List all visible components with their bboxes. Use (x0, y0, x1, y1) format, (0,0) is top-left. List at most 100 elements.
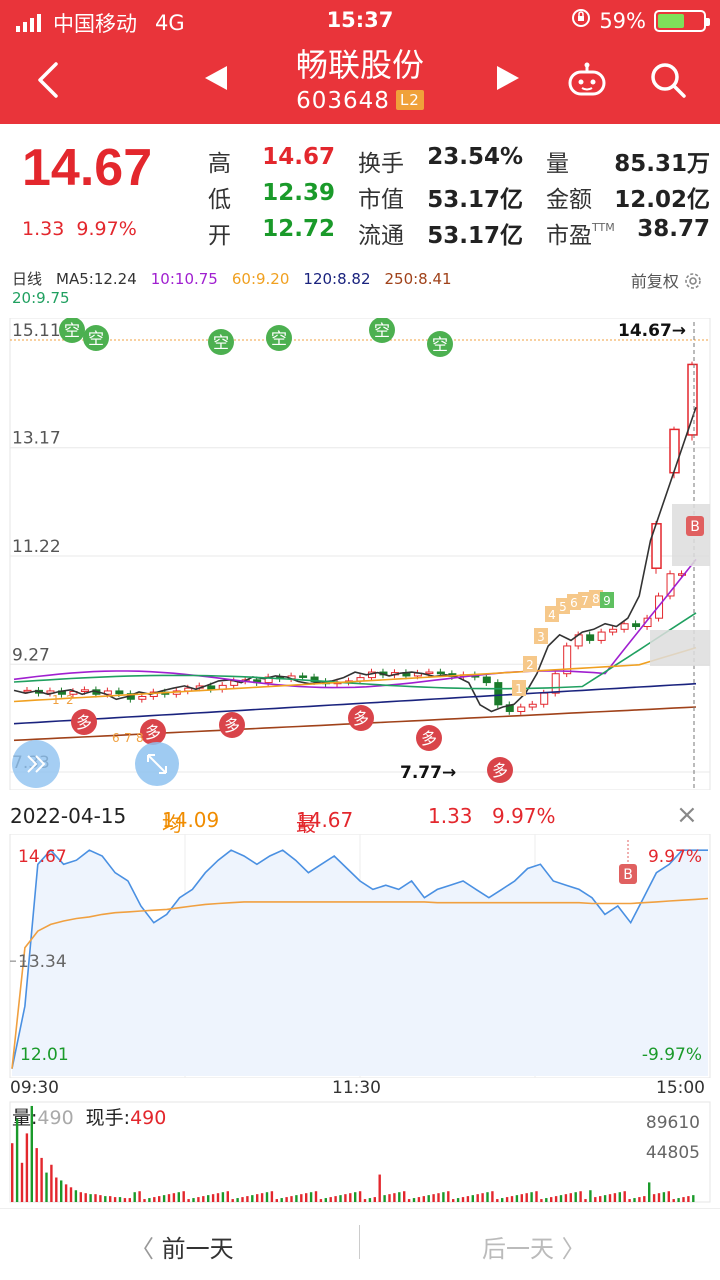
intraday-change: 1.33 (428, 804, 473, 828)
volume-bar (192, 1198, 195, 1202)
quote-value: 23.54% (427, 144, 523, 170)
ma-line (13, 682, 697, 725)
volume-bar (442, 1192, 445, 1202)
volume-bar (520, 1194, 523, 1202)
next-day-label: 后一天 (482, 1235, 554, 1263)
volume-bar (403, 1191, 406, 1202)
stock-name: 畅联股份 (295, 46, 424, 84)
candle-body (138, 695, 147, 700)
volume-bar (265, 1192, 269, 1202)
volume-bar (603, 1195, 607, 1202)
volume-bar (496, 1199, 499, 1202)
candle-body (299, 675, 308, 678)
buy-point-badge: B (619, 840, 637, 884)
step-count-label: 6 (112, 731, 120, 745)
volume-bar (226, 1191, 229, 1202)
volume-bar (177, 1192, 180, 1202)
volume-bar (589, 1190, 592, 1202)
prev-day-button[interactable]: 〈 前一天 (130, 1229, 234, 1264)
candle-body (597, 631, 606, 641)
volume-bar (167, 1194, 171, 1202)
volume-bar (422, 1196, 425, 1202)
intraday-chart[interactable]: 14.67 13.34 12.01 9.97% -9.97% B (0, 834, 720, 1078)
sell-signal-marker: 空 (59, 318, 85, 343)
latest-price-value: 14.67 (296, 808, 354, 832)
next-stock-button[interactable] (497, 66, 519, 90)
expand-button[interactable] (135, 742, 179, 786)
volume-frame (9, 1101, 711, 1203)
volume-bar (569, 1193, 572, 1202)
candle-body (669, 428, 680, 474)
volume-bar (270, 1191, 274, 1202)
quote-value: 12.72 (262, 216, 335, 242)
volume-bar (256, 1194, 259, 1202)
candle-body (609, 628, 618, 633)
quote-value: 12.02亿 (614, 187, 710, 213)
change-percent: 9.97% (76, 218, 137, 240)
volume-bar (613, 1193, 617, 1202)
volume-bar (662, 1192, 666, 1202)
search-icon[interactable] (648, 60, 688, 100)
step-count-marker: 8 (589, 590, 603, 606)
volume-bar (398, 1192, 401, 1202)
volume-bar (143, 1199, 146, 1202)
volume-bar (89, 1194, 92, 1202)
collapse-button[interactable] (12, 740, 60, 788)
footer-divider (359, 1225, 360, 1259)
app-header: 中国移动 4G 15:37 59% 畅联股份 603648 L2 (0, 0, 720, 124)
candle-body (632, 623, 641, 628)
kline-chart[interactable]: 15.1113.1711.229.277.33空空空空空空多多多多多多12345… (0, 318, 720, 790)
buy-signal-marker: 多 (71, 709, 97, 735)
step-count-marker: 3 (534, 628, 548, 644)
time-label-noon: 11:30 (332, 1078, 381, 1098)
volume-bar (628, 1199, 631, 1202)
prev-stock-button[interactable] (205, 66, 227, 90)
close-icon[interactable]: × (676, 800, 698, 830)
volume-bar (241, 1197, 244, 1202)
volume-bar (329, 1197, 332, 1202)
candle-body (687, 363, 698, 436)
volume-bar (652, 1194, 656, 1202)
candle-body (517, 706, 526, 712)
volume-bar (79, 1192, 82, 1202)
volume-bar (687, 1196, 690, 1202)
volume-bar (491, 1191, 494, 1202)
candle-body (80, 689, 89, 692)
candle-body (643, 617, 652, 628)
quote-value: 14.67 (262, 144, 335, 170)
volume-bar (363, 1199, 367, 1202)
ma-legend-item: 120:8.82 (303, 270, 371, 288)
volume-bar (447, 1191, 450, 1202)
buy-point-label: B (690, 519, 700, 535)
buy-signal-label: 多 (492, 761, 508, 780)
volume-bar (432, 1194, 435, 1202)
next-day-button[interactable]: 后一天 〉 (482, 1229, 586, 1264)
buy-point-badge: B (686, 516, 704, 536)
candle-body (620, 623, 629, 630)
candle-body (563, 645, 572, 675)
back-button[interactable] (30, 60, 66, 100)
candle-body (551, 673, 560, 694)
volume-bar (221, 1192, 225, 1202)
volume-bar (295, 1195, 298, 1202)
step-count-label: 8 (136, 731, 144, 745)
robot-assistant-icon[interactable] (566, 62, 608, 98)
candle-body (23, 689, 32, 693)
volume-bar (657, 1193, 661, 1202)
buy-signal-label: 多 (421, 729, 437, 748)
step-count-marker: 2 (523, 656, 537, 672)
volume-bar (69, 1187, 73, 1202)
footer-nav: 〈 前一天 后一天 〉 (0, 1208, 720, 1280)
volume-bar (564, 1194, 568, 1202)
quote-value: 53.17亿 (427, 187, 523, 213)
volume-bar (148, 1198, 151, 1202)
chevron-right-icon: 〉 (554, 1235, 586, 1263)
volume-bar (530, 1192, 533, 1202)
volume-bar (309, 1192, 313, 1202)
volume-bar (211, 1194, 215, 1202)
volume-bar (20, 1162, 24, 1202)
adjust-mode-button[interactable]: 前复权 (631, 268, 702, 292)
volume-bar (285, 1197, 288, 1202)
volume-bar (25, 1133, 29, 1202)
volume-bar (456, 1198, 460, 1202)
